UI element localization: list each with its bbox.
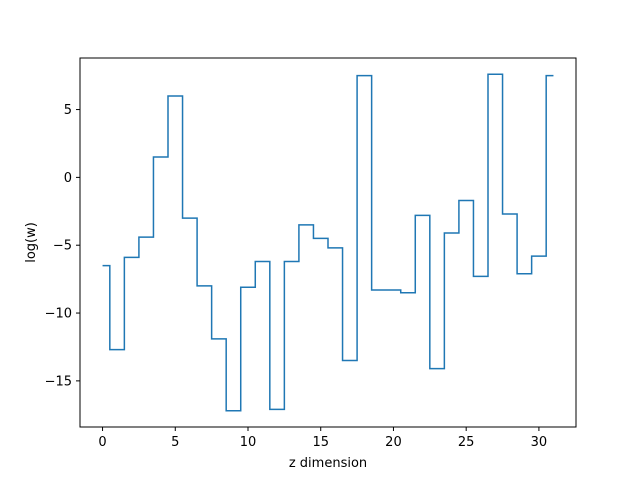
y-tick-label: 5 (64, 103, 72, 118)
series-step-line (102, 73, 554, 412)
x-tick-label: 10 (240, 435, 257, 450)
y-tick-label: −5 (53, 239, 72, 254)
y-tick-label: 0 (64, 171, 72, 186)
plot-area (102, 73, 554, 412)
ticks: 0 5 10 15 20 25 30 −15 −10 −5 0 5 (45, 103, 548, 450)
x-axis-label: z dimension (289, 456, 367, 471)
x-tick-label: 25 (458, 435, 475, 450)
x-tick-label: 5 (171, 435, 179, 450)
x-tick-label: 15 (312, 435, 329, 450)
x-tick-label: 0 (98, 435, 106, 450)
x-tick-label: 30 (531, 435, 548, 450)
y-tick-label: −10 (45, 307, 72, 322)
y-tick-label: −15 (45, 374, 72, 389)
x-tick-label: 20 (385, 435, 402, 450)
y-axis-label: log(w) (24, 222, 39, 263)
axes-frame (79, 57, 577, 428)
